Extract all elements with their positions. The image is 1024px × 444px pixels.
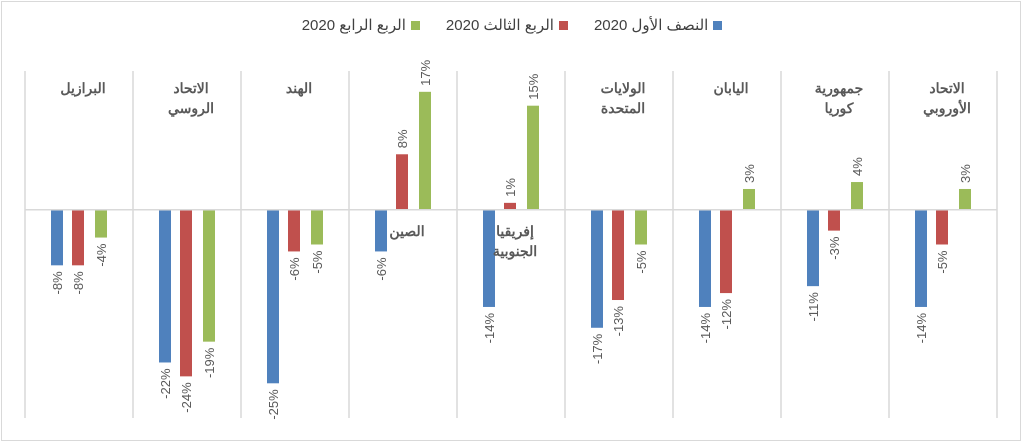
legend-swatch-blue xyxy=(713,20,723,30)
bar xyxy=(180,209,192,377)
data-label: 1% xyxy=(503,178,518,197)
data-label: -3% xyxy=(827,236,842,260)
category-label: الهند xyxy=(286,80,312,97)
data-label: -14% xyxy=(482,313,497,344)
legend-label: الربع الرابع 2020 xyxy=(301,17,406,34)
bar xyxy=(851,182,863,210)
bar xyxy=(288,209,300,252)
legend-swatch-red xyxy=(558,20,568,30)
bar xyxy=(267,209,279,384)
data-label: -25% xyxy=(266,389,281,420)
bar xyxy=(483,209,495,307)
data-label: -8% xyxy=(50,271,65,295)
bar xyxy=(72,209,84,266)
bar xyxy=(311,209,323,245)
category-label: جمهورية xyxy=(815,80,864,97)
data-label: -13% xyxy=(611,306,626,337)
data-label: -19% xyxy=(202,347,217,378)
bar xyxy=(51,209,63,266)
category-label: الولايات xyxy=(601,80,646,97)
category-label: كوريا xyxy=(825,100,854,117)
legend-label: النصف الأول 2020 xyxy=(593,17,709,34)
category-label: الاتحاد xyxy=(173,80,208,96)
category-label: الأوروبي xyxy=(923,99,971,117)
bar xyxy=(591,209,603,328)
data-label: -14% xyxy=(914,313,929,344)
data-label: -6% xyxy=(287,257,302,281)
data-label: -8% xyxy=(71,271,86,295)
legend-item-q3: الربع الثالث 2020 xyxy=(446,16,568,34)
bar xyxy=(915,209,927,307)
data-label: -11% xyxy=(806,292,821,322)
data-label: -12% xyxy=(719,299,734,330)
bar xyxy=(828,209,840,231)
category-label: البرازيل xyxy=(60,80,105,97)
data-label: 17% xyxy=(418,59,433,85)
bar xyxy=(936,209,948,245)
bar xyxy=(959,188,971,210)
legend-item-h1: النصف الأول 2020 xyxy=(593,16,723,34)
bar xyxy=(635,209,647,245)
category-label: إفريقيا xyxy=(496,223,534,241)
legend-label: الربع الثالث 2020 xyxy=(445,17,554,34)
bar xyxy=(419,91,431,210)
data-label: -24% xyxy=(179,382,194,413)
bar xyxy=(699,209,711,307)
data-label: -5% xyxy=(310,250,325,274)
bar xyxy=(527,105,539,210)
bar xyxy=(203,209,215,342)
bar xyxy=(504,202,516,210)
legend: النصف الأول 2020 الربع الثالث 2020 الربع… xyxy=(0,16,1024,34)
data-label: 3% xyxy=(742,164,757,183)
bar xyxy=(720,209,732,294)
bar xyxy=(807,209,819,287)
bar xyxy=(95,209,107,238)
category-label: الصين xyxy=(389,223,424,240)
data-label: -17% xyxy=(590,333,605,364)
category-label: الجنوبية xyxy=(493,243,537,260)
category-label: الروسي xyxy=(168,100,214,117)
bar xyxy=(612,209,624,301)
bar xyxy=(159,209,171,363)
category-label: المتحدة xyxy=(601,100,645,116)
data-label: -14% xyxy=(698,313,713,344)
data-label: 4% xyxy=(850,157,865,176)
bar xyxy=(375,209,387,252)
bar xyxy=(396,154,408,210)
data-label: 8% xyxy=(395,129,410,148)
data-label: -6% xyxy=(374,257,389,281)
data-label: -4% xyxy=(94,243,109,267)
data-label: -22% xyxy=(158,368,173,399)
data-label: 15% xyxy=(526,73,541,99)
category-label: اليابان xyxy=(713,80,748,96)
data-label: -5% xyxy=(634,250,649,274)
legend-item-q4: الربع الرابع 2020 xyxy=(302,16,420,34)
category-label: الاتحاد xyxy=(929,80,964,96)
bar xyxy=(743,188,755,210)
data-label: 3% xyxy=(958,164,973,183)
legend-swatch-green xyxy=(410,20,420,30)
data-label: -5% xyxy=(935,250,950,274)
